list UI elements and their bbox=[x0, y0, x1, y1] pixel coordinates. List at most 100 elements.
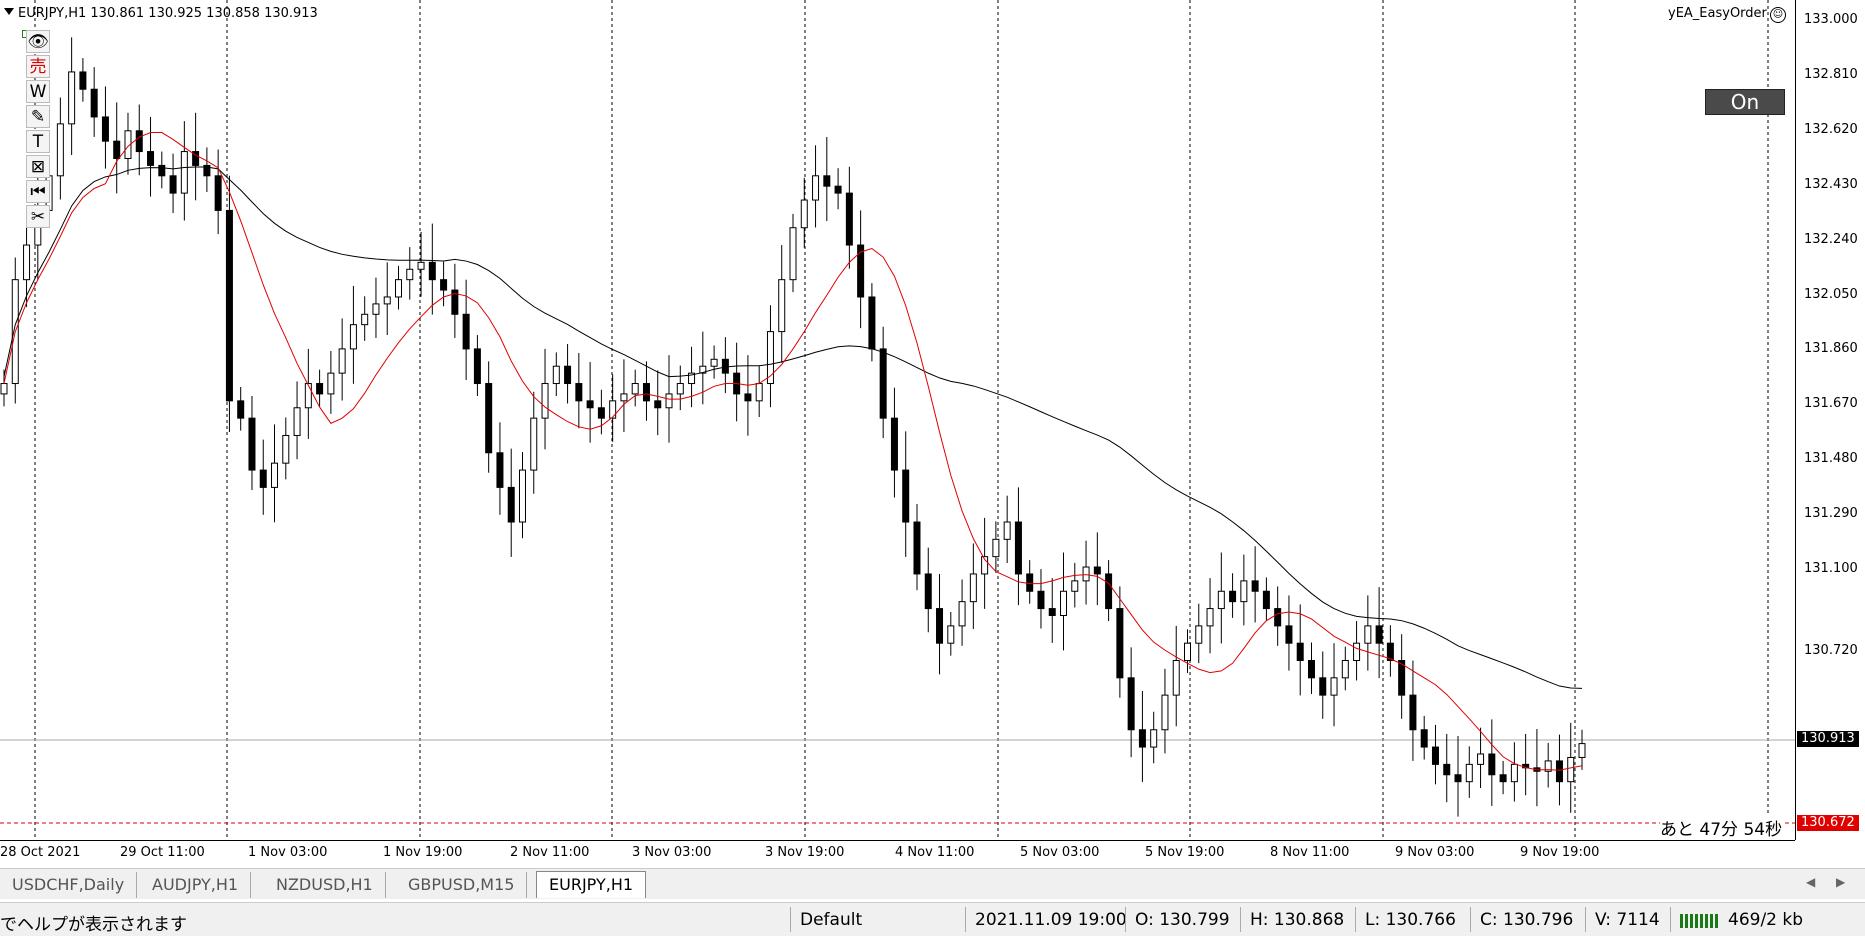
candle-body bbox=[1184, 642, 1191, 662]
time-axis-label: 5 Nov 03:00 bbox=[1020, 845, 1100, 860]
time-axis-label: 9 Nov 19:00 bbox=[1520, 845, 1600, 860]
candle-body bbox=[1386, 642, 1394, 662]
candle-body bbox=[1285, 625, 1293, 644]
candle-body bbox=[1375, 625, 1383, 644]
candle-body bbox=[1240, 580, 1248, 603]
tab-gbpusd-m15[interactable]: GBPUSD,M15 bbox=[396, 872, 528, 898]
candle-body bbox=[1262, 590, 1270, 610]
candle-body bbox=[879, 348, 887, 419]
candle-body bbox=[744, 393, 752, 402]
candle-body bbox=[1172, 660, 1180, 696]
tab-scroll-right-icon[interactable]: ▶ bbox=[1836, 875, 1846, 889]
pencil-icon[interactable]: ✎ bbox=[26, 105, 50, 128]
candle-body bbox=[1307, 660, 1315, 679]
candle-body bbox=[1477, 753, 1485, 765]
candle-body bbox=[924, 573, 932, 610]
candle-body bbox=[473, 348, 481, 385]
smiley-icon: ☺ bbox=[1770, 7, 1786, 23]
candle-body bbox=[507, 486, 515, 523]
candle-body bbox=[958, 601, 966, 627]
candle-body bbox=[79, 71, 87, 90]
text-icon[interactable]: T bbox=[26, 130, 50, 153]
rewind-icon[interactable]: ⏮ bbox=[26, 180, 50, 203]
price-axis-label: 132.050 bbox=[1804, 286, 1858, 302]
candle-body bbox=[56, 123, 64, 177]
candle-body bbox=[1398, 660, 1406, 696]
price-axis-label: 131.290 bbox=[1804, 506, 1858, 522]
candle-body bbox=[1578, 743, 1586, 758]
candle-body bbox=[383, 296, 391, 305]
ma-fast-line bbox=[3, 132, 1583, 771]
candle-body bbox=[282, 434, 290, 464]
w-icon[interactable]: W bbox=[26, 80, 50, 103]
candle-body bbox=[1150, 729, 1158, 748]
ea-label: yEA_EasyOrder bbox=[1668, 6, 1767, 21]
candlestick-chart[interactable] bbox=[0, 0, 1795, 840]
candle-body bbox=[688, 372, 696, 385]
candle-body bbox=[947, 625, 955, 644]
candle-body bbox=[1093, 566, 1101, 575]
chart-symbol-quote: EURJPY,H1 130.861 130.925 130.858 130.91… bbox=[18, 6, 318, 21]
candle-body bbox=[936, 608, 944, 644]
candle-body bbox=[338, 348, 346, 374]
tab-nzdusd-h1[interactable]: NZDUSD,H1 bbox=[264, 872, 386, 898]
tab-eurjpy-h1[interactable]: EURJPY,H1 bbox=[536, 871, 647, 898]
menu-triangle-icon[interactable] bbox=[4, 8, 14, 15]
candle-body bbox=[823, 175, 831, 187]
candle-body bbox=[1544, 760, 1552, 772]
time-axis-label: 5 Nov 19:00 bbox=[1145, 845, 1225, 860]
candle-body bbox=[1567, 756, 1575, 783]
status-divider bbox=[1470, 907, 1471, 932]
candle-body bbox=[890, 417, 898, 471]
candle-body bbox=[564, 365, 572, 385]
candle-body bbox=[1206, 608, 1214, 627]
tab-scroll-left-icon[interactable]: ◀ bbox=[1806, 875, 1816, 889]
candle-body bbox=[417, 261, 425, 270]
status-divider bbox=[1585, 907, 1586, 932]
candle-body bbox=[1195, 625, 1203, 644]
candle-body bbox=[23, 244, 31, 281]
sell-icon[interactable]: 売 bbox=[26, 55, 50, 78]
connection-bars-icon[interactable] bbox=[1680, 912, 1720, 928]
chart-area[interactable]: EURJPY,H1 130.861 130.925 130.858 130.91… bbox=[0, 0, 1795, 840]
tab-usdchf-daily[interactable]: USDCHF,Daily bbox=[0, 872, 138, 898]
candle-body bbox=[913, 521, 921, 575]
candle-body bbox=[845, 192, 853, 246]
candle-body bbox=[868, 296, 876, 350]
candle-body bbox=[192, 151, 200, 166]
candle-body bbox=[225, 209, 233, 402]
on-button[interactable]: On bbox=[1705, 89, 1785, 115]
candle-body bbox=[1003, 521, 1011, 540]
scissors-icon[interactable]: ✂ bbox=[26, 205, 50, 228]
candle-body bbox=[451, 289, 459, 315]
time-axis-label: 8 Nov 11:00 bbox=[1270, 845, 1350, 860]
candle-body bbox=[349, 324, 357, 350]
candle-body bbox=[1274, 608, 1282, 627]
box-icon[interactable]: ⊠ bbox=[26, 155, 50, 178]
red-line-price-tag: 130.672 bbox=[1797, 815, 1859, 831]
candle-body bbox=[271, 462, 279, 488]
candle-body bbox=[586, 400, 594, 409]
candle-body bbox=[631, 383, 639, 395]
candle-body bbox=[812, 175, 820, 201]
eye-icon[interactable]: 👁 bbox=[26, 30, 50, 53]
time-axis-label: 9 Nov 03:00 bbox=[1395, 845, 1475, 860]
status-low: L: 130.766 bbox=[1365, 910, 1456, 930]
candle-body bbox=[406, 268, 414, 281]
candle-body bbox=[1409, 694, 1417, 731]
candle-body bbox=[1420, 729, 1428, 748]
price-axis-label: 133.000 bbox=[1804, 12, 1858, 27]
bar-countdown: あと 47分 54秒 bbox=[1660, 815, 1783, 840]
candle-body bbox=[180, 151, 188, 194]
candle-body bbox=[778, 279, 786, 333]
time-axis-label: 4 Nov 11:00 bbox=[895, 845, 975, 860]
price-axis[interactable]: 130.913 130.672 133.000 132.810 132.620 132… bbox=[1795, 0, 1865, 840]
candle-body bbox=[1499, 774, 1507, 783]
tab-audjpy-h1[interactable]: AUDJPY,H1 bbox=[140, 872, 252, 898]
time-axis[interactable]: 28 Oct 2021 29 Oct 11:00 1 Nov 03:00 1 Nov … bbox=[0, 840, 1795, 865]
price-axis-label: 131.670 bbox=[1804, 396, 1858, 412]
status-profile[interactable]: Default bbox=[800, 910, 863, 930]
candle-body bbox=[1217, 590, 1225, 610]
candle-body bbox=[1555, 760, 1563, 783]
candle-body bbox=[597, 407, 605, 419]
